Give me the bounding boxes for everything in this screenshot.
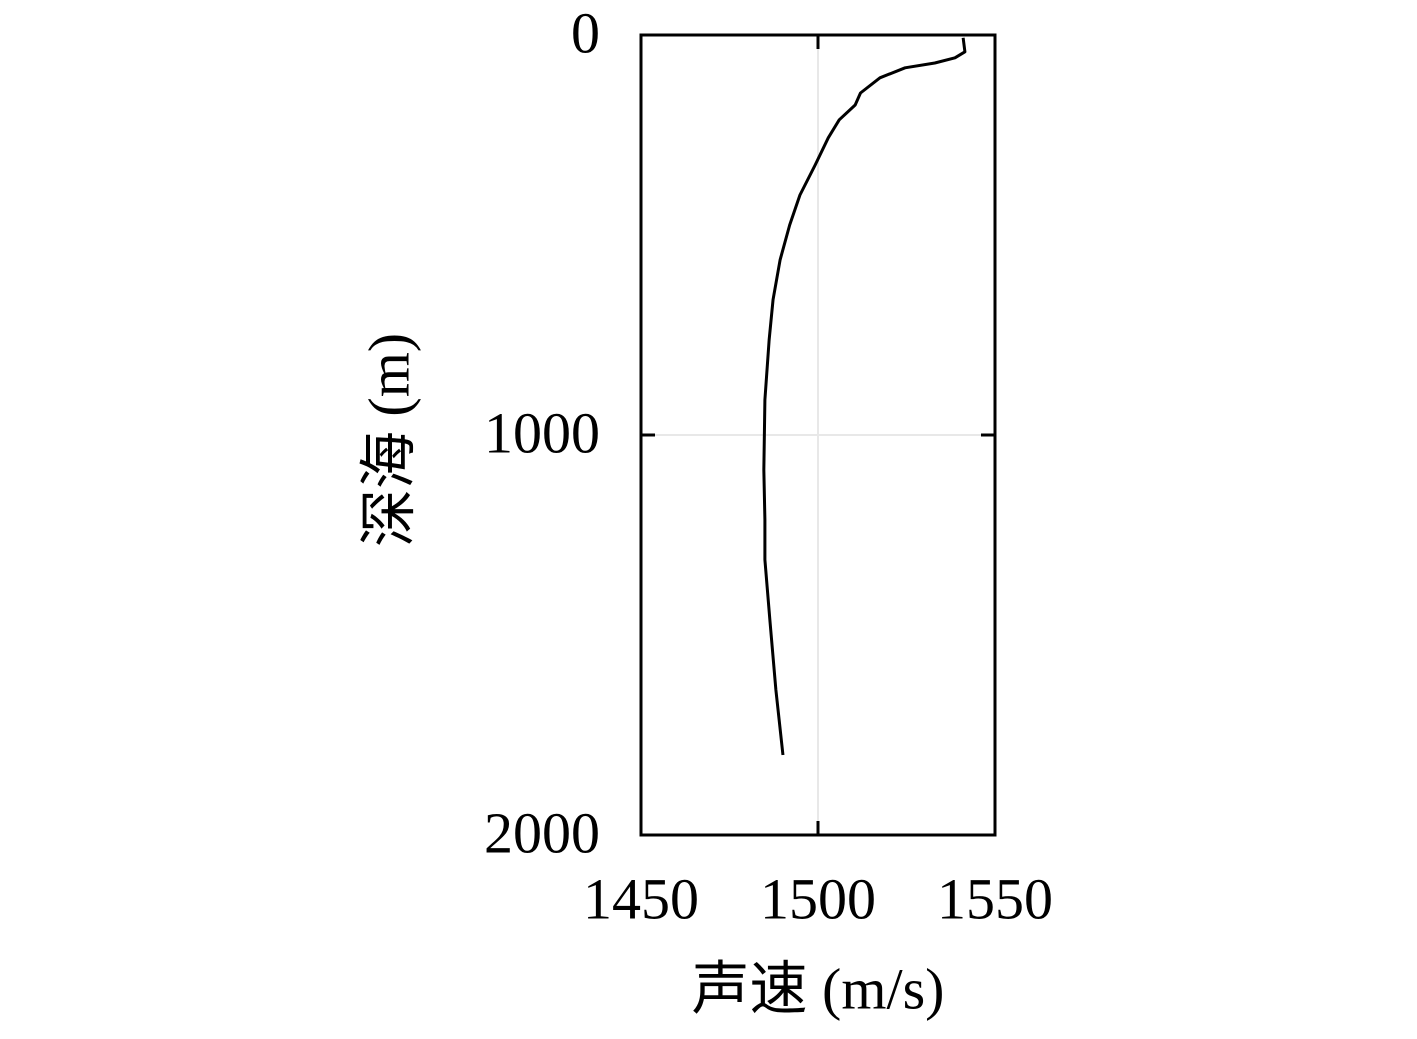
y-tick-label: 0 bbox=[571, 0, 600, 65]
y-tick-label: 1000 bbox=[484, 400, 600, 465]
x-tick-label: 1500 bbox=[760, 866, 876, 931]
data-line bbox=[762, 37, 967, 756]
plot-frame bbox=[639, 33, 997, 837]
x-tick-label: 1450 bbox=[583, 866, 699, 931]
y-tick-label: 2000 bbox=[484, 800, 600, 865]
x-axis-label: 声速 (m/s) bbox=[692, 956, 945, 1021]
y-axis-label: 深海 (m) bbox=[356, 333, 421, 547]
x-tick-label: 1550 bbox=[937, 866, 1053, 931]
